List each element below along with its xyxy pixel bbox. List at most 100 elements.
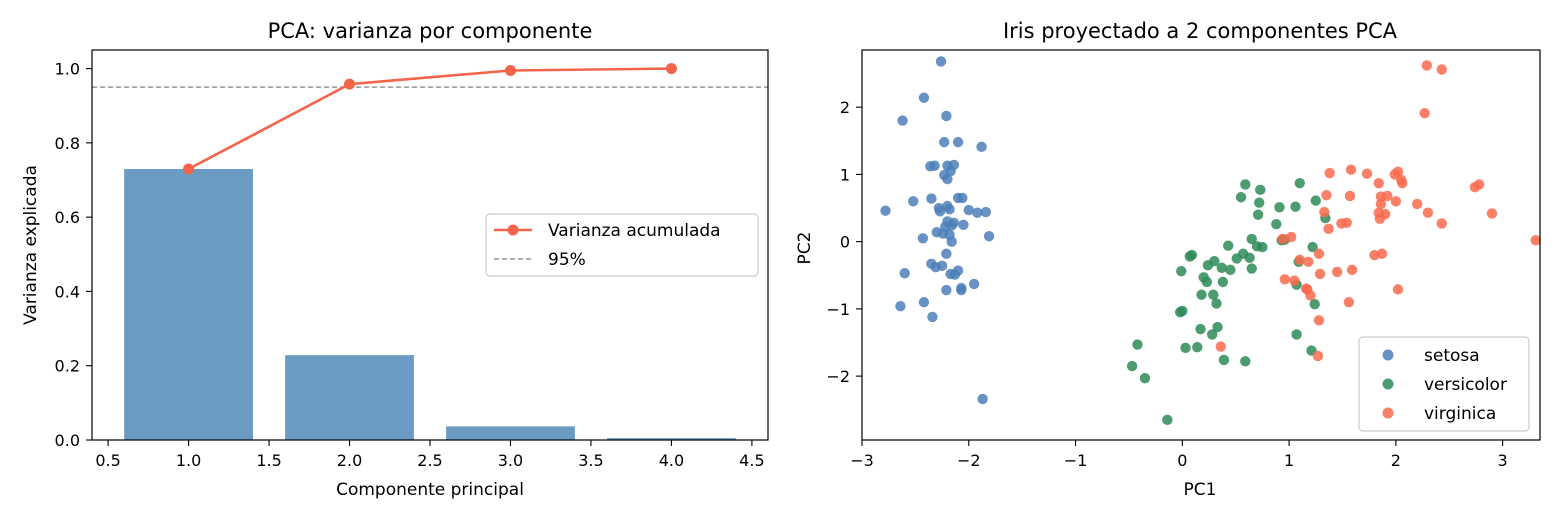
scatter-point-virginica xyxy=(1376,248,1388,259)
scatter-point-virginica xyxy=(1277,233,1288,245)
scatter-point-versicolor xyxy=(1162,414,1173,426)
scatter-point-versicolor xyxy=(1257,241,1268,253)
scatter-point-virginica xyxy=(1392,284,1404,295)
cumulative-point xyxy=(665,63,677,75)
scatter-point-versicolor xyxy=(1184,251,1195,262)
cumulative-point xyxy=(504,65,516,77)
scatter-point-setosa xyxy=(952,265,964,276)
scatter-point-versicolor xyxy=(1207,329,1218,340)
scatter-point-setosa xyxy=(958,219,969,231)
x-ticks: 0.5 1.0 1.5 2.0 2.5 3.0 3.5 4.0 4.5 xyxy=(95,440,765,470)
scatter-point-versicolor xyxy=(1309,298,1320,310)
scatter-point-versicolor xyxy=(1195,323,1206,335)
scatter-point-versicolor xyxy=(1252,209,1264,220)
y-tick-label: 0.8 xyxy=(55,134,80,153)
scatter-point-versicolor xyxy=(1201,276,1213,288)
x-tick-label: −1 xyxy=(1064,451,1088,470)
scatter-point-virginica xyxy=(1321,190,1332,201)
y-tick-label: 0.6 xyxy=(55,208,80,227)
scatter-point-versicolor xyxy=(1246,263,1257,274)
scatter-point-setosa xyxy=(956,284,967,296)
x-tick-label: 2.0 xyxy=(337,451,362,470)
scatter-point-versicolor xyxy=(1212,321,1223,333)
scatter-chart: Iris proyectado a 2 componentes PCA PC1 … xyxy=(795,19,1541,500)
scatter-point-virginica xyxy=(1294,254,1305,265)
scatter-point-virginica xyxy=(1361,168,1373,179)
scatter-point-setosa xyxy=(944,204,955,215)
y-tick-label: 0.0 xyxy=(55,431,80,450)
scatter-point-setosa xyxy=(927,311,938,323)
x-tick-label: 4.5 xyxy=(739,451,764,470)
scatter-point-virginica xyxy=(1392,166,1404,177)
scatter-point-virginica xyxy=(1303,256,1314,268)
x-tick-label: 0.5 xyxy=(95,451,120,470)
scatter-point-setosa xyxy=(957,192,968,204)
scatter-point-versicolor xyxy=(1240,356,1251,367)
legend-label-cumulative: Varianza acumulada xyxy=(548,221,721,241)
scatter-point-versicolor xyxy=(1192,342,1203,353)
y-tick-label: 2 xyxy=(840,98,850,117)
scatter-point-virginica xyxy=(1346,264,1358,276)
x-tick-label: 1.5 xyxy=(256,451,281,470)
scatter-point-setosa xyxy=(918,92,930,103)
scatter-point-setosa xyxy=(917,233,929,244)
y-tick-label: 0.4 xyxy=(55,282,80,301)
scatter-point-virginica xyxy=(1289,275,1300,286)
scatter-point-versicolor xyxy=(1225,264,1236,276)
scatter-point-setosa xyxy=(941,110,952,122)
scatter-point-virginica xyxy=(1436,64,1447,75)
cumulative-line-group xyxy=(183,63,677,175)
scatter-point-setosa xyxy=(976,141,987,153)
scatter-point-setosa xyxy=(977,393,988,405)
scatter-point-versicolor xyxy=(1294,177,1305,189)
scatter-point-versicolor xyxy=(1274,202,1285,213)
bar xyxy=(285,355,414,440)
scatter-point-versicolor xyxy=(1290,201,1301,212)
scatter-point-versicolor xyxy=(1271,218,1282,230)
legend-box xyxy=(485,213,759,277)
scatter-point-versicolor xyxy=(1139,372,1151,384)
scatter-point-versicolor xyxy=(1132,339,1143,350)
x-ticks: −3 −2 −1 0 1 2 3 xyxy=(850,440,1508,470)
scatter-point-versicolor xyxy=(1208,289,1219,300)
y-tick-label: −2 xyxy=(826,367,850,386)
scatter-point-setosa xyxy=(918,296,930,308)
x-tick-label: 2 xyxy=(1391,451,1401,470)
scatter-point-versicolor xyxy=(1216,262,1228,274)
y-tick-label: 1.0 xyxy=(55,60,80,79)
y-tick-label: 0 xyxy=(840,233,850,252)
scatter-point-virginica xyxy=(1419,108,1430,119)
scatter-point-virginica xyxy=(1336,218,1347,229)
scatter-point-setosa xyxy=(948,217,960,229)
scatter-point-virginica xyxy=(1331,266,1343,278)
x-tick-label: −3 xyxy=(850,451,874,470)
scatter-point-versicolor xyxy=(1255,184,1266,196)
scatter-point-setosa xyxy=(952,136,964,148)
scatter-point-versicolor xyxy=(1310,195,1321,206)
scatter-point-virginica xyxy=(1286,231,1297,243)
x-axis-label: PC1 xyxy=(1184,480,1217,500)
x-tick-label: 2.5 xyxy=(417,451,442,470)
scatter-point-setosa xyxy=(963,204,974,216)
scatter-point-setosa xyxy=(880,205,891,216)
scatter-point-setosa xyxy=(936,260,948,272)
x-axis-label: Componente principal xyxy=(336,480,524,500)
scatter-point-virginica xyxy=(1382,190,1393,202)
y-tick-label: 0.2 xyxy=(55,357,80,376)
legend-label-setosa: setosa xyxy=(1424,346,1480,366)
scatter-point-setosa xyxy=(968,278,980,290)
scatter-point-virginica xyxy=(1530,235,1541,246)
scatter-point-virginica xyxy=(1343,296,1355,308)
x-tick-label: 1 xyxy=(1284,451,1294,470)
bar xyxy=(607,438,736,440)
scatter-point-versicolor xyxy=(1223,240,1234,251)
scatter-point-setosa xyxy=(899,268,910,279)
scatter-point-virginica xyxy=(1319,206,1330,218)
x-tick-label: 3.0 xyxy=(498,451,523,470)
cumulative-point xyxy=(183,163,195,175)
scatter-point-setosa xyxy=(941,248,952,259)
legend-label-virginica: virginica xyxy=(1424,404,1496,424)
scatter-point-virginica xyxy=(1375,198,1387,210)
legend: setosa versicolor virginica xyxy=(1358,336,1530,432)
